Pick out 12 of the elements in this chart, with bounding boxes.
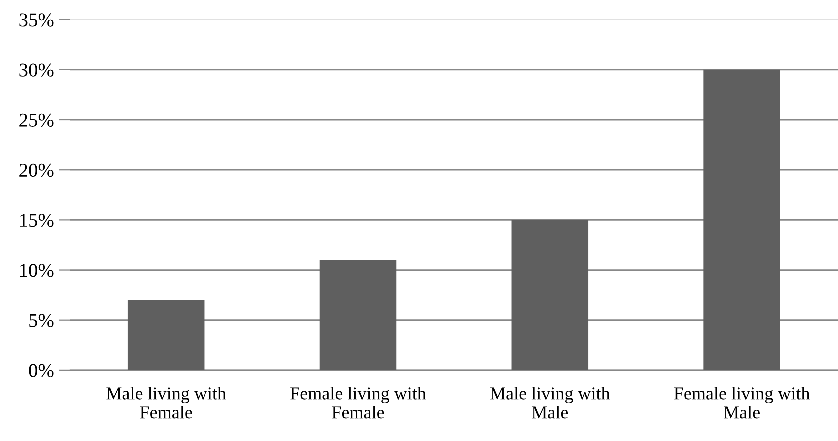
y-tick-label: 10%: [20, 264, 54, 278]
x-tick-label: Female living with Female: [290, 387, 426, 419]
y-tick-label: 35%: [20, 14, 54, 27]
x-tick-label: Male living with Female: [106, 387, 226, 419]
y-tick-label: 15%: [20, 214, 54, 228]
y-tick-label: 25%: [20, 114, 54, 128]
x-tick-label: Male living with Male: [490, 387, 610, 419]
y-tick-label: 5%: [30, 314, 54, 328]
y-tick-label: 0%: [29, 364, 54, 378]
x-tick-label: Female living with Male: [674, 387, 810, 419]
y-tick-label: 20%: [20, 164, 54, 178]
y-tick-label: 30%: [20, 64, 54, 77]
